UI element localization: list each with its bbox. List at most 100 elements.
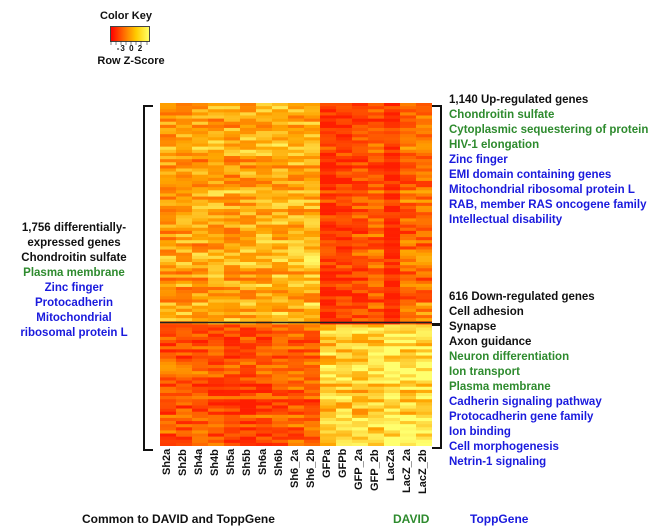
heatmap-cell <box>192 196 209 200</box>
heatmap-cell <box>352 296 369 300</box>
heatmap-cell <box>240 436 257 441</box>
heatmap-cell <box>304 333 321 338</box>
left-label: ribosomal protein L <box>20 327 128 339</box>
heatmap-cell <box>384 131 401 135</box>
heatmap-cell <box>272 339 289 344</box>
heatmap-cell <box>368 118 385 123</box>
heatmap-cell <box>160 274 177 278</box>
heatmap-cell <box>288 199 305 204</box>
heatmap-cell <box>160 177 177 182</box>
heatmap-cell <box>352 180 369 185</box>
heatmap-cell <box>288 383 305 388</box>
heatmap-cell <box>160 339 177 344</box>
heatmap-cell <box>416 159 432 163</box>
heatmap-cell <box>368 296 385 300</box>
heatmap-cell <box>304 383 321 388</box>
heatmap-cell <box>192 106 209 110</box>
heatmap-cell <box>288 296 305 300</box>
heatmap-cell <box>352 103 369 107</box>
heatmap-cell <box>256 152 273 157</box>
heatmap-cell <box>224 146 241 151</box>
heatmap-cell <box>320 233 337 238</box>
heatmap-cell <box>192 336 209 341</box>
heatmap-cell <box>320 112 337 116</box>
heatmap-cell <box>336 389 353 394</box>
heatmap-cell <box>176 349 193 353</box>
heatmap-cell <box>304 290 321 294</box>
heatmap-cell <box>304 336 321 341</box>
heatmap-cell <box>272 330 289 335</box>
heatmap-cell <box>368 171 385 176</box>
heatmap-cell <box>400 159 417 163</box>
heatmap-cell <box>400 196 417 200</box>
heatmap-cell <box>336 290 353 294</box>
heatmap-cell <box>240 417 257 422</box>
heatmap-cell <box>368 265 385 269</box>
heatmap-cell <box>288 408 305 412</box>
heatmap-cell <box>224 343 241 347</box>
heatmap-cell <box>400 171 417 176</box>
heatmap-cell <box>352 368 369 372</box>
heatmap-cell <box>320 290 337 294</box>
heatmap-cell <box>288 302 305 306</box>
heatmap-cell <box>288 290 305 294</box>
heatmap-cell <box>352 218 369 222</box>
heatmap-cell <box>416 305 432 310</box>
heatmap-cell <box>384 146 401 151</box>
heatmap-cell <box>320 442 337 446</box>
heatmap-cell <box>208 274 225 278</box>
heatmap-cell <box>336 349 353 353</box>
heatmap-cell <box>400 374 417 378</box>
heatmap-cell <box>304 137 321 141</box>
column-label: LacZa <box>385 449 397 481</box>
heatmap-cell <box>400 143 417 147</box>
heatmap-cell <box>288 433 305 437</box>
heatmap-cell <box>320 268 337 272</box>
heatmap-cell <box>160 271 177 275</box>
heatmap-cell <box>304 131 321 135</box>
heatmap-cell <box>416 165 432 169</box>
down-label: Cell morphogenesis <box>449 441 559 453</box>
heatmap-cell <box>416 209 432 213</box>
heatmap-cell <box>160 439 177 444</box>
heatmap-cell <box>288 436 305 441</box>
heatmap-cell <box>416 224 432 229</box>
heatmap-cell <box>224 246 241 250</box>
heatmap-cell <box>240 134 257 138</box>
heatmap-cell <box>416 184 432 188</box>
heatmap-cell <box>304 230 321 235</box>
heatmap-cell <box>416 302 432 306</box>
heatmap-cell <box>304 283 321 288</box>
heatmap-cell <box>160 127 177 132</box>
heatmap-cell <box>368 221 385 225</box>
heatmap-cell <box>256 146 273 151</box>
heatmap-cell <box>192 233 209 238</box>
heatmap-cell <box>272 411 289 416</box>
heatmap-cell <box>224 396 241 400</box>
heatmap-cell <box>288 196 305 200</box>
heatmap-cell <box>304 436 321 441</box>
heatmap-cell <box>304 346 321 350</box>
heatmap-cell <box>208 240 225 244</box>
heatmap-cell <box>240 396 257 400</box>
heatmap-cell <box>224 355 241 359</box>
heatmap-cell <box>304 240 321 244</box>
heatmap-cell <box>256 218 273 222</box>
heatmap-cell <box>352 343 369 347</box>
heatmap-cell <box>224 221 241 225</box>
heatmap-cell <box>352 358 369 363</box>
heatmap-cell <box>192 436 209 441</box>
heatmap-cell <box>336 233 353 238</box>
heatmap-cell <box>400 299 417 303</box>
heatmap-cell <box>272 265 289 269</box>
heatmap-cell <box>416 118 432 123</box>
heatmap-cell <box>192 127 209 132</box>
heatmap-cell <box>384 258 401 263</box>
heatmap-cell <box>400 240 417 244</box>
heatmap-cell <box>304 255 321 260</box>
heatmap-cell <box>224 205 241 210</box>
heatmap-cell <box>272 209 289 213</box>
heatmap-cell <box>160 286 177 291</box>
heatmap-cell <box>288 346 305 350</box>
heatmap-cell <box>384 352 401 356</box>
